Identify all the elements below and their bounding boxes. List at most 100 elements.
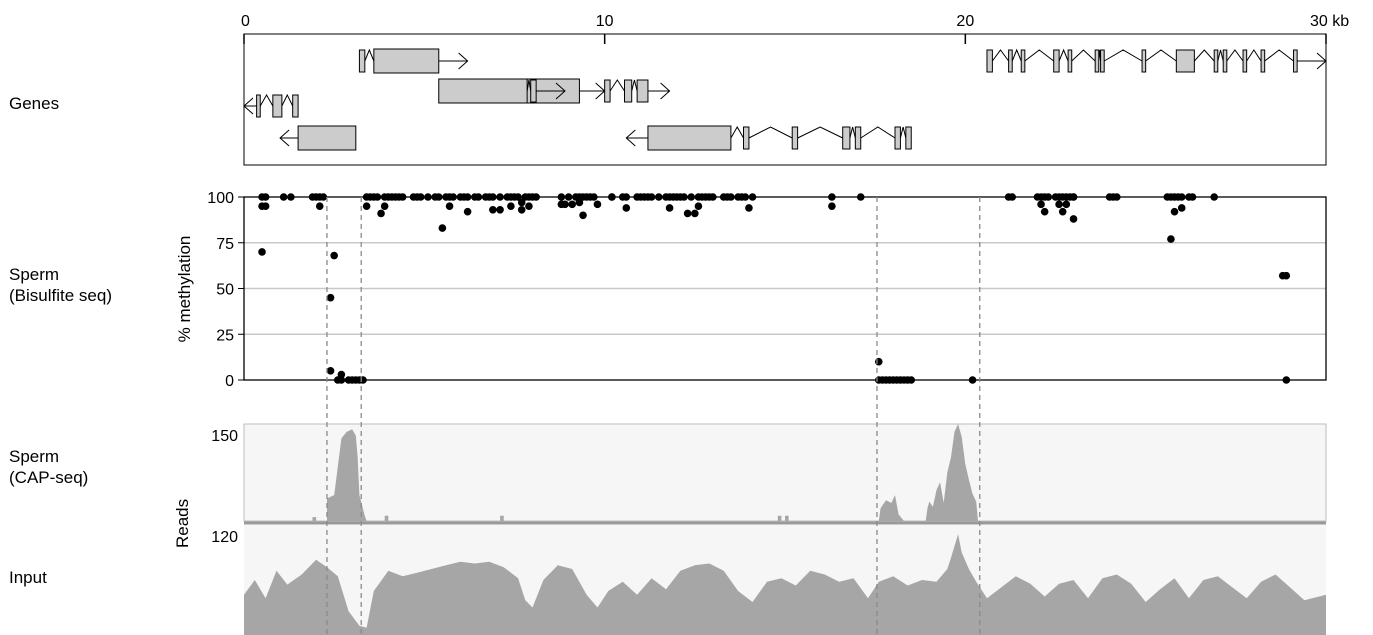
row-label-input: Input — [9, 568, 47, 587]
methylation-point — [507, 202, 515, 210]
methylation-point — [557, 193, 566, 201]
gene-strand-arrow — [660, 82, 671, 100]
gene-exon — [894, 126, 901, 150]
methylation-point — [434, 193, 443, 201]
row-label-genes: Genes — [9, 94, 60, 113]
gene-model — [986, 48, 1327, 73]
kb-axis-tick-label: 30 kb — [1310, 13, 1349, 30]
gene-exon — [791, 126, 799, 150]
gene-exon — [647, 125, 732, 151]
gene-exon — [1175, 49, 1195, 73]
methylation-point — [622, 193, 631, 201]
methylation-point — [337, 370, 346, 379]
gene-exon — [438, 78, 528, 104]
gene-exon — [854, 126, 862, 150]
methylation-point — [261, 202, 270, 210]
methylation-point — [1062, 200, 1071, 209]
methylation-point — [1177, 204, 1186, 212]
methylation-point — [449, 193, 457, 201]
methylation-point — [359, 376, 367, 384]
methylation-point — [315, 202, 324, 210]
methylation-point — [1069, 215, 1078, 223]
methylation-point — [741, 193, 750, 201]
gene-exon — [1020, 49, 1026, 73]
methylation-point — [489, 206, 497, 214]
gene-exon — [1053, 49, 1060, 73]
gene-exon — [1100, 49, 1105, 73]
gene-intron — [526, 79, 532, 92]
row-label-bisulfite-line1: Sperm — [9, 265, 60, 284]
methylation-point — [564, 193, 573, 201]
gene-strand-arrow — [1316, 52, 1327, 70]
gene-exon — [358, 49, 366, 73]
methylation-point — [593, 200, 602, 209]
capseq-area — [244, 424, 1326, 521]
row-label-bisulfite-line2: (Bisulfite seq) — [9, 286, 112, 305]
methylation-point — [828, 202, 836, 210]
gene-exon — [256, 94, 261, 118]
methylation-point — [828, 193, 836, 201]
methylation-point — [647, 193, 656, 201]
methylation-point — [1170, 207, 1179, 216]
gene-model — [243, 93, 299, 118]
gene-exon — [1260, 49, 1266, 73]
gene-strand-arrow — [458, 52, 469, 70]
input-track — [244, 534, 1326, 635]
kb-axis-tick-label: 10 — [596, 13, 614, 30]
methylation-axis-title: % methylation — [175, 235, 194, 343]
kb-axis: 0 10 20 30 kb — [241, 13, 1349, 44]
methylation-point — [1210, 193, 1218, 201]
gene-exon — [1293, 49, 1298, 73]
gene-intron — [609, 79, 638, 92]
methylation-point — [337, 376, 346, 384]
methylation-point — [575, 198, 584, 207]
methylation-point — [874, 357, 883, 366]
capseq-background — [243, 423, 1327, 522]
gene-exon — [373, 48, 440, 74]
methylation-point — [514, 193, 522, 201]
methylation-point — [568, 200, 577, 209]
gene-exon — [636, 79, 649, 103]
gene-exon — [624, 79, 633, 103]
methylation-point — [665, 204, 674, 212]
methylation-point — [1167, 235, 1175, 243]
methylation-point — [424, 193, 432, 201]
gene-intron — [364, 48, 375, 62]
methylation-point — [1040, 207, 1049, 216]
gene-exon — [1067, 49, 1073, 73]
methylation-point — [1177, 193, 1186, 201]
methylation-point — [691, 209, 699, 218]
methylation-point — [1058, 207, 1067, 216]
gene-exon — [530, 79, 537, 103]
reads-tick-label: 150 — [211, 428, 238, 445]
methylation-frame — [243, 196, 1327, 381]
methylation-point — [496, 193, 504, 201]
methylation-point — [330, 251, 338, 260]
gene-model — [604, 79, 671, 103]
methylation-point — [525, 202, 533, 210]
methylation-point — [1069, 193, 1078, 201]
methylation-point — [687, 193, 696, 201]
methylation-tick-label: 75 — [216, 236, 234, 253]
methylation-point — [489, 193, 497, 201]
methylation-point — [745, 204, 753, 212]
methylation-point — [380, 202, 389, 210]
methylation-panel: 0 25 50 75 100 — [207, 190, 1327, 390]
methylation-point — [1037, 200, 1045, 209]
methylation-point — [362, 202, 371, 210]
gene-exon — [292, 94, 299, 118]
methylation-point — [287, 193, 295, 201]
methylation-point — [1188, 193, 1197, 201]
methylation-point — [438, 224, 447, 232]
input-area — [244, 534, 1326, 635]
methylation-point — [373, 193, 382, 201]
gene-exon — [1141, 49, 1147, 73]
methylation-gridlines: 0 25 50 75 100 — [207, 190, 1326, 390]
methylation-point — [579, 211, 587, 220]
methylation-point — [856, 193, 865, 201]
methylation-point — [377, 209, 385, 218]
methylation-point — [654, 193, 663, 201]
row-label-capseq-line1: Sperm — [9, 447, 60, 466]
methylation-point — [727, 193, 735, 201]
